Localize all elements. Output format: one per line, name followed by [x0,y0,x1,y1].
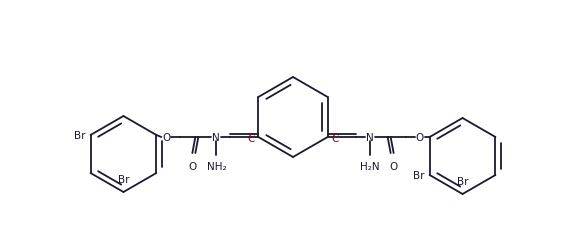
Text: O: O [415,132,424,142]
Text: Br: Br [118,174,129,184]
Text: NH₂: NH₂ [206,161,226,171]
Text: O: O [390,161,398,171]
Text: Br: Br [457,176,468,186]
Text: C: C [332,133,339,143]
Text: O: O [188,161,196,171]
Text: C: C [247,133,254,143]
Text: O: O [162,132,171,142]
Text: N: N [213,132,220,142]
Text: Br: Br [413,170,425,180]
Text: Br: Br [74,130,86,140]
Text: N: N [366,132,373,142]
Text: H₂N: H₂N [360,161,380,171]
